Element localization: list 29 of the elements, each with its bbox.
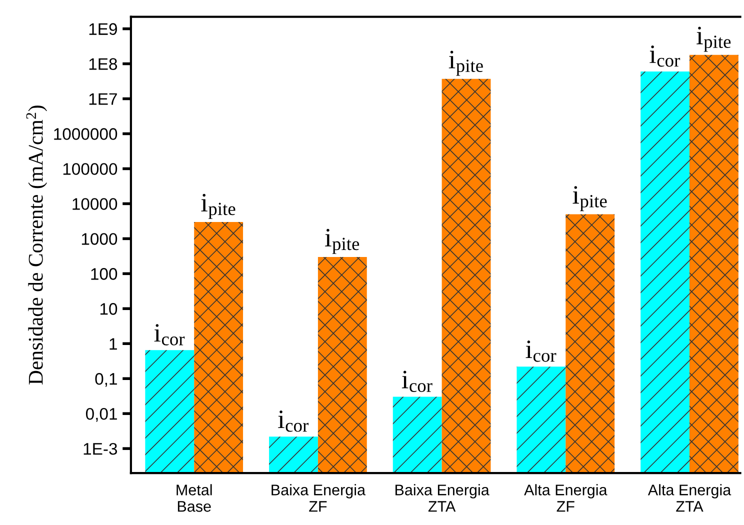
x-tick-label: Baixa Energia ZF xyxy=(272,484,366,512)
y-tick-label: 1E7 xyxy=(89,93,117,105)
data-label: i$_{pite}$ xyxy=(572,186,607,212)
x-tick-label: Baixa Energia ZTA xyxy=(396,484,490,512)
y-tick-label: 100 xyxy=(91,268,118,280)
y-tick-label: 1000 xyxy=(82,233,118,245)
y-tick-label: 1 xyxy=(110,338,117,350)
x-tick-label: Metal Base xyxy=(176,484,212,512)
data-label: i$_{pite}$ xyxy=(325,228,360,254)
data-label: i$_{pite}$ xyxy=(201,194,236,219)
y-tick-label: 0,1 xyxy=(95,373,117,387)
data-label: i$_{cor}$ xyxy=(278,410,308,432)
data-label: i$_{pite}$ xyxy=(448,50,483,76)
y-tick-label: 10000 xyxy=(72,198,118,210)
y-axis-title: Densidade de Corrente (mA/cm$^{2}$) xyxy=(26,106,48,385)
y-tick-label: 10 xyxy=(100,303,118,315)
y-tick-label: 1E-3 xyxy=(84,442,118,455)
x-tick-label: Alta Energia ZTA xyxy=(648,484,732,512)
data-label: i$_{cor}$ xyxy=(154,324,185,346)
y-tick-label: 1000000 xyxy=(54,128,118,140)
y-tick-label: 1E9 xyxy=(89,23,117,35)
y-tick-label: 100000 xyxy=(63,163,118,175)
data-label: i$_{pite}$ xyxy=(696,26,731,52)
data-label: i$_{cor}$ xyxy=(650,45,680,67)
y-tick-label: 0,01 xyxy=(86,408,117,422)
y-tick-label: 1E8 xyxy=(89,58,118,70)
x-tick-label: Alta Energia ZF xyxy=(524,484,608,512)
data-label: i$_{cor}$ xyxy=(526,340,556,362)
data-label: i$_{cor}$ xyxy=(402,370,432,392)
